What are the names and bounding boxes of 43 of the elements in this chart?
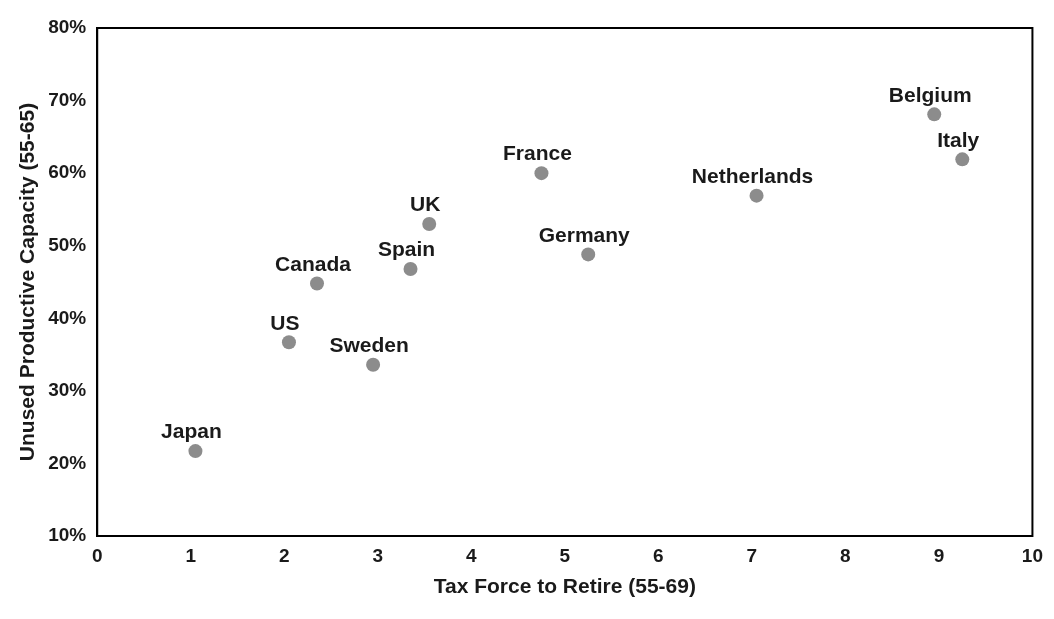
x-tick-label: 7: [746, 544, 758, 566]
x-tick-label: 1: [185, 544, 197, 566]
point: [403, 261, 418, 276]
x-axis-title: Tax Force to Retire (55-69): [433, 574, 696, 598]
y-tick-label: 10%: [48, 524, 87, 546]
series-label: Japan: [161, 419, 222, 443]
point: [366, 357, 381, 372]
series-label: Sweden: [329, 333, 409, 357]
y-tick-label: 70%: [48, 88, 87, 110]
point: [422, 216, 437, 231]
x-tick-label: 2: [278, 544, 290, 566]
series-label: Germany: [538, 222, 631, 246]
x-tick-label: 0: [91, 544, 103, 566]
point: [310, 276, 324, 291]
x-tick-label: 3: [372, 544, 384, 566]
series-label: Belgium: [888, 82, 972, 106]
series-label: Netherlands: [691, 163, 814, 187]
series-label: Spain: [377, 237, 436, 261]
series-label: France: [503, 141, 572, 165]
y-tick-label: 50%: [48, 233, 87, 255]
x-tick-label: 5: [559, 544, 571, 566]
x-tick-label: 10: [1021, 544, 1043, 566]
x-tick-label: 9: [933, 544, 945, 566]
point: [188, 444, 203, 459]
y-tick-label: 60%: [48, 161, 87, 183]
x-tick-label: 4: [466, 544, 478, 566]
y-tick-label: 80%: [48, 16, 87, 38]
y-tick-label: 30%: [48, 379, 87, 401]
x-tick-label: 6: [653, 544, 664, 566]
series-label: Italy: [937, 127, 980, 151]
y-tick-label: 40%: [48, 306, 87, 328]
series-label: US: [270, 310, 300, 334]
point: [281, 335, 296, 350]
series-label: Canada: [275, 251, 352, 275]
x-tick-label: 8: [840, 544, 851, 566]
point: [581, 247, 596, 262]
point: [749, 188, 764, 203]
point: [534, 166, 549, 181]
point: [927, 107, 942, 122]
y-axis-title: Unused Productive Capacity (55-65): [15, 102, 39, 462]
point: [955, 152, 970, 167]
series-label: UK: [410, 192, 441, 216]
y-tick-label: 20%: [48, 451, 87, 473]
